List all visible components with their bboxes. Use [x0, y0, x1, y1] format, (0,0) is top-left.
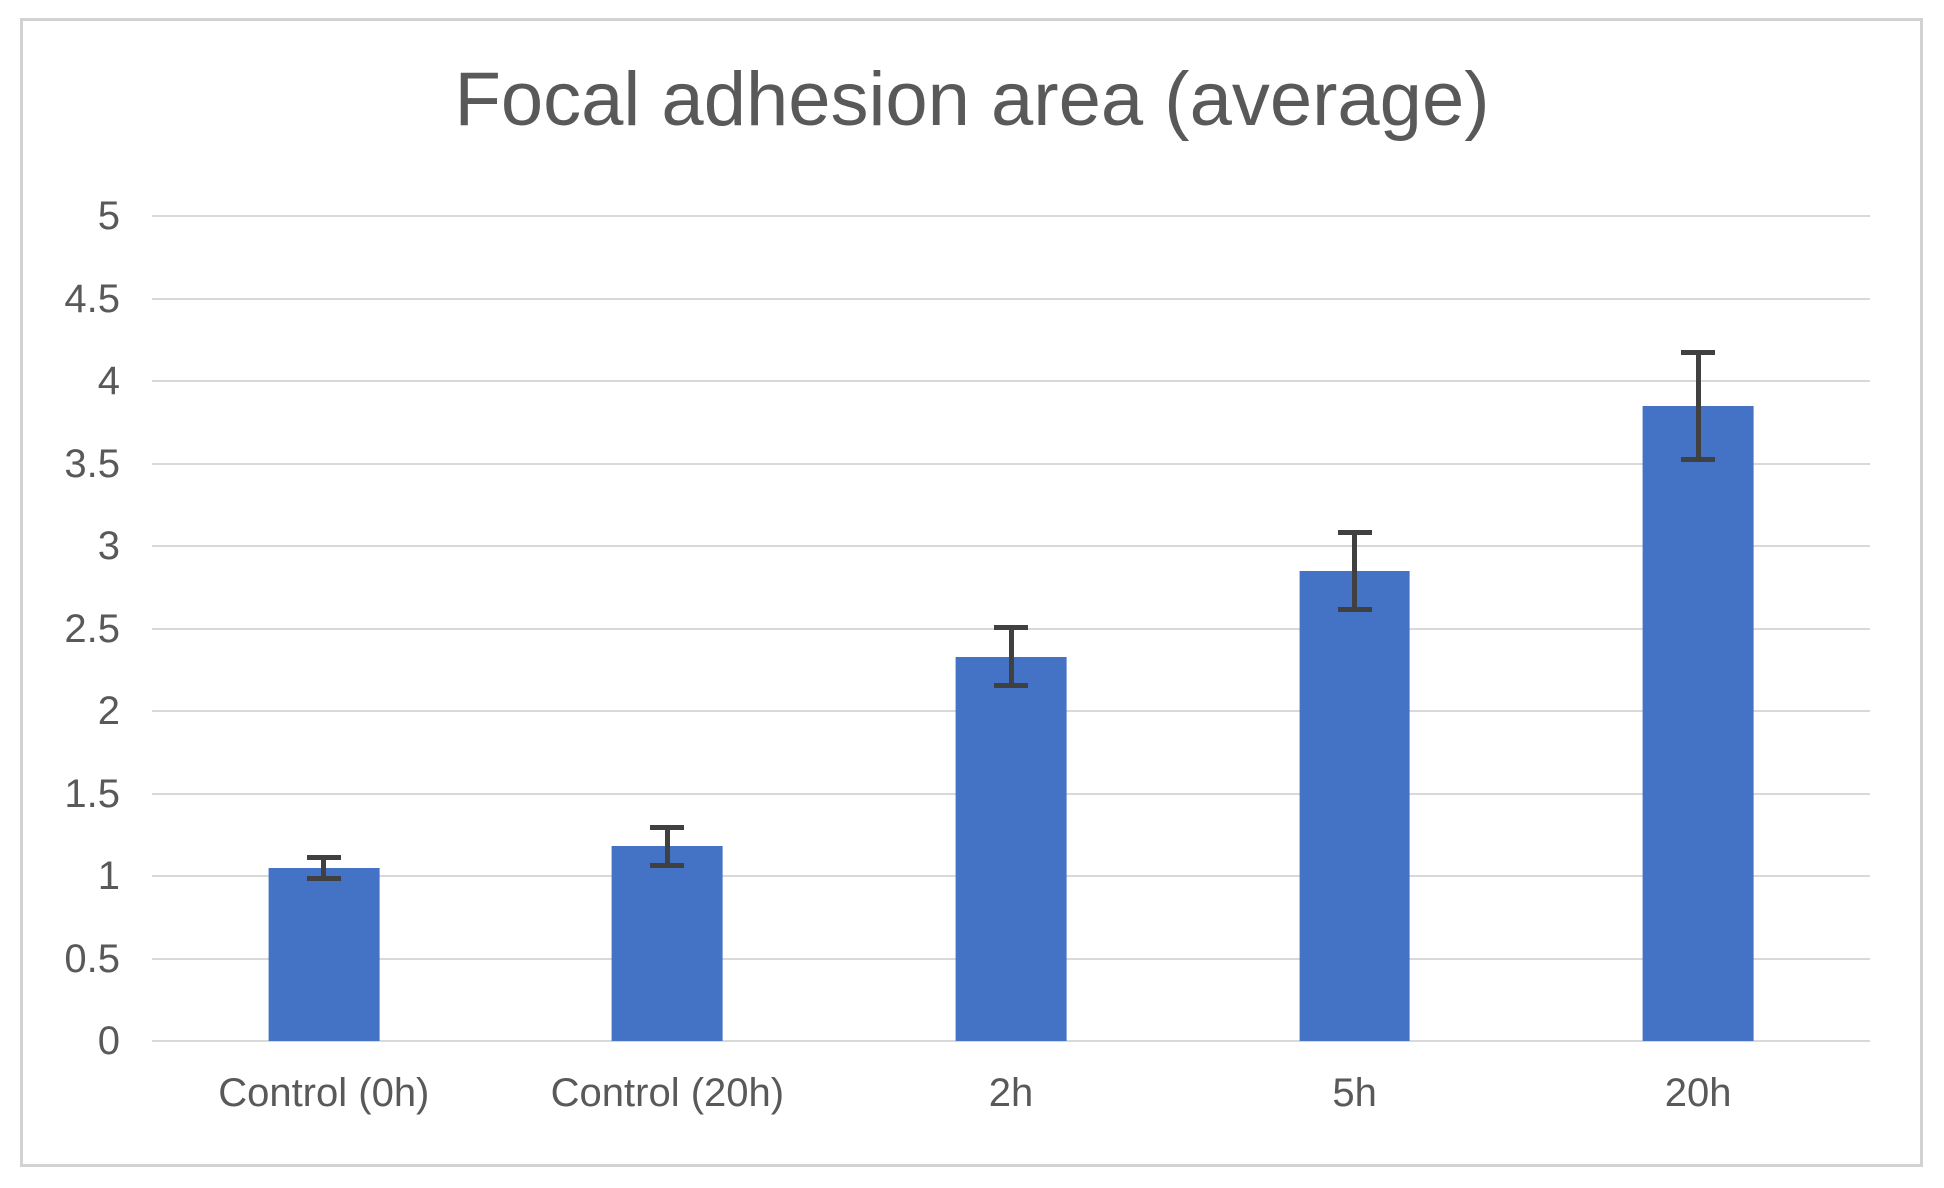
error-bar-control-20h: [650, 824, 685, 868]
error-bar-top-cap: [994, 625, 1028, 631]
bar-control-0h: [268, 867, 380, 1041]
gridline-5: [152, 215, 1870, 217]
error-bar-top-cap: [1681, 349, 1716, 355]
error-bar-bottom-cap: [1681, 456, 1716, 462]
chart-title: Focal adhesion area (average): [454, 57, 1490, 142]
error-bar-line: [1352, 529, 1358, 612]
y-tick-label-4: 4: [97, 359, 120, 403]
gridline-4-5: [152, 297, 1870, 300]
gridline-3: [152, 545, 1870, 547]
error-bar-bottom-cap: [306, 875, 341, 881]
error-bar-line: [1695, 349, 1701, 462]
y-tick-label-0-5: 0.5: [64, 936, 120, 981]
x-tick-label-control-0h: Control (0h): [218, 1071, 430, 1115]
y-tick-label-1: 1: [97, 854, 120, 898]
y-tick-label-5: 5: [97, 194, 120, 238]
error-bar-control-0h: [306, 854, 341, 881]
y-tick-label-4-5: 4.5: [64, 276, 120, 321]
gridline-4: [152, 380, 1870, 382]
error-bar-bottom-cap: [994, 682, 1028, 688]
gridline-0: [152, 1040, 1870, 1042]
x-tick-label-5h: 5h: [1332, 1071, 1377, 1115]
error-bar-line: [664, 824, 670, 868]
error-bar-bottom-cap: [650, 862, 685, 868]
gridline-3-5: [152, 462, 1870, 465]
bar-20h: [1642, 405, 1754, 1041]
x-tick-label-2h: 2h: [988, 1071, 1034, 1115]
error-bar-bottom-cap: [1337, 607, 1372, 612]
y-tick-label-3-5: 3.5: [64, 441, 120, 486]
error-bar-top-cap: [306, 854, 341, 860]
plot-area: [152, 215, 1870, 1042]
bar-5h: [1299, 570, 1410, 1041]
y-tick-label-0: 0: [97, 1019, 120, 1063]
error-bar-line: [1008, 625, 1014, 688]
y-tick-label-2: 2: [97, 689, 120, 733]
error-bar-top-cap: [1337, 529, 1372, 535]
x-tick-label-control-20h: Control (20h): [550, 1071, 785, 1115]
error-bar-2h: [994, 625, 1028, 688]
x-tick-label-20h: 20h: [1664, 1071, 1732, 1115]
bar-2h: [955, 656, 1067, 1041]
y-tick-label-1-5: 1.5: [64, 771, 120, 816]
error-bar-top-cap: [650, 824, 685, 830]
error-bar-line: [321, 854, 327, 881]
error-bar-20h: [1681, 349, 1716, 462]
y-tick-label-2-5: 2.5: [64, 606, 120, 651]
x-axis: Control (0h) Control (20h) 2h 5h 20h: [152, 1063, 1870, 1123]
y-axis: 0 0.5 1 1.5 2 2.5 3 3.5 4 4.5 5: [0, 196, 120, 1061]
bar-control-20h: [611, 846, 723, 1041]
y-tick-label-3: 3: [97, 524, 120, 568]
error-bar-5h: [1337, 529, 1372, 612]
